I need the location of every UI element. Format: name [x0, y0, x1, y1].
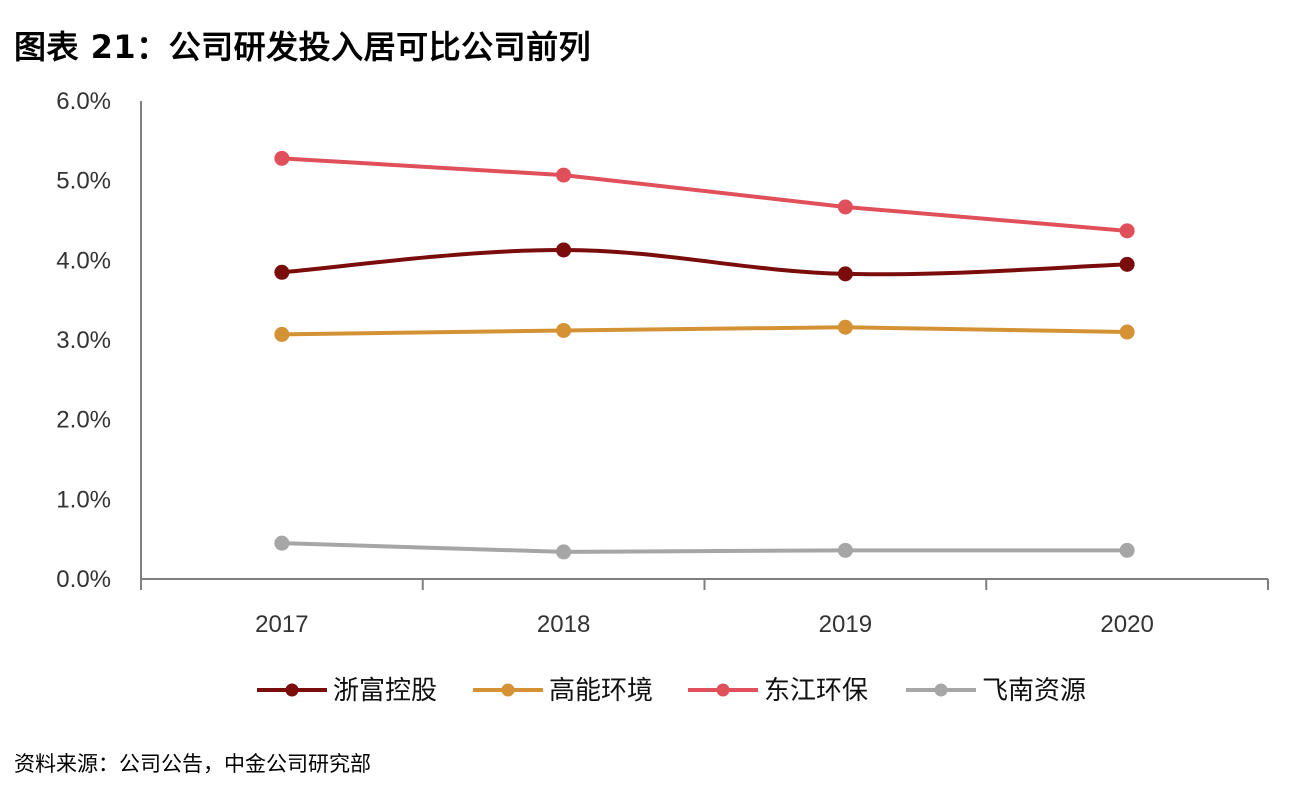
- x-tick-label: 2020: [1100, 611, 1153, 638]
- y-tick-label: 6.0%: [56, 88, 111, 115]
- legend-label: 高能环境: [549, 676, 653, 706]
- data-point: [837, 542, 853, 558]
- legend-marker: [285, 683, 299, 697]
- series-line: [281, 247, 1128, 277]
- series-line: [281, 325, 1128, 337]
- data-point: [837, 319, 853, 335]
- data-point: [274, 326, 290, 342]
- y-tick-label: 5.0%: [56, 168, 111, 195]
- chart-title: 图表 21：公司研发投入居可比公司前列: [14, 28, 592, 66]
- data-point: [274, 535, 290, 551]
- data-point: [274, 264, 290, 280]
- data-point: [556, 167, 572, 183]
- axes: 0.0% 1.0% 2.0% 3.0% 4.0% 5.0% 6.0% 2017 2018 2019…: [56, 88, 1269, 638]
- legend-label: 飞南资源: [982, 676, 1086, 706]
- data-point: [1119, 256, 1135, 272]
- series-line: [281, 541, 1128, 554]
- data-point: [837, 199, 853, 215]
- data-point: [556, 242, 572, 258]
- legend-marker: [934, 683, 948, 697]
- series-group: [274, 150, 1135, 560]
- data-point: [556, 322, 572, 338]
- legend-marker: [716, 683, 730, 697]
- x-tick-label: 2018: [537, 611, 590, 638]
- data-point: [1119, 542, 1135, 558]
- y-tick-label: 2.0%: [56, 407, 111, 434]
- data-point: [556, 544, 572, 560]
- y-tick-label: 3.0%: [56, 327, 111, 354]
- x-tick-label: 2019: [819, 611, 872, 638]
- legend-label: 东江环保: [764, 676, 868, 706]
- legend-marker: [501, 683, 515, 697]
- source-note: 资料来源：公司公告，中金公司研究部: [14, 752, 371, 776]
- data-point: [1119, 223, 1135, 239]
- data-point: [1119, 324, 1135, 340]
- legend-label: 浙富控股: [333, 676, 437, 706]
- legend: 浙富控股 高能环境 东江环保 飞南资源: [257, 676, 1086, 706]
- data-point: [837, 266, 853, 282]
- y-tick-label: 0.0%: [56, 566, 111, 593]
- y-tick-label: 4.0%: [56, 247, 111, 274]
- x-tick-label: 2017: [255, 611, 308, 638]
- data-point: [274, 150, 290, 166]
- series-line: [281, 156, 1128, 233]
- y-tick-label: 1.0%: [56, 486, 111, 513]
